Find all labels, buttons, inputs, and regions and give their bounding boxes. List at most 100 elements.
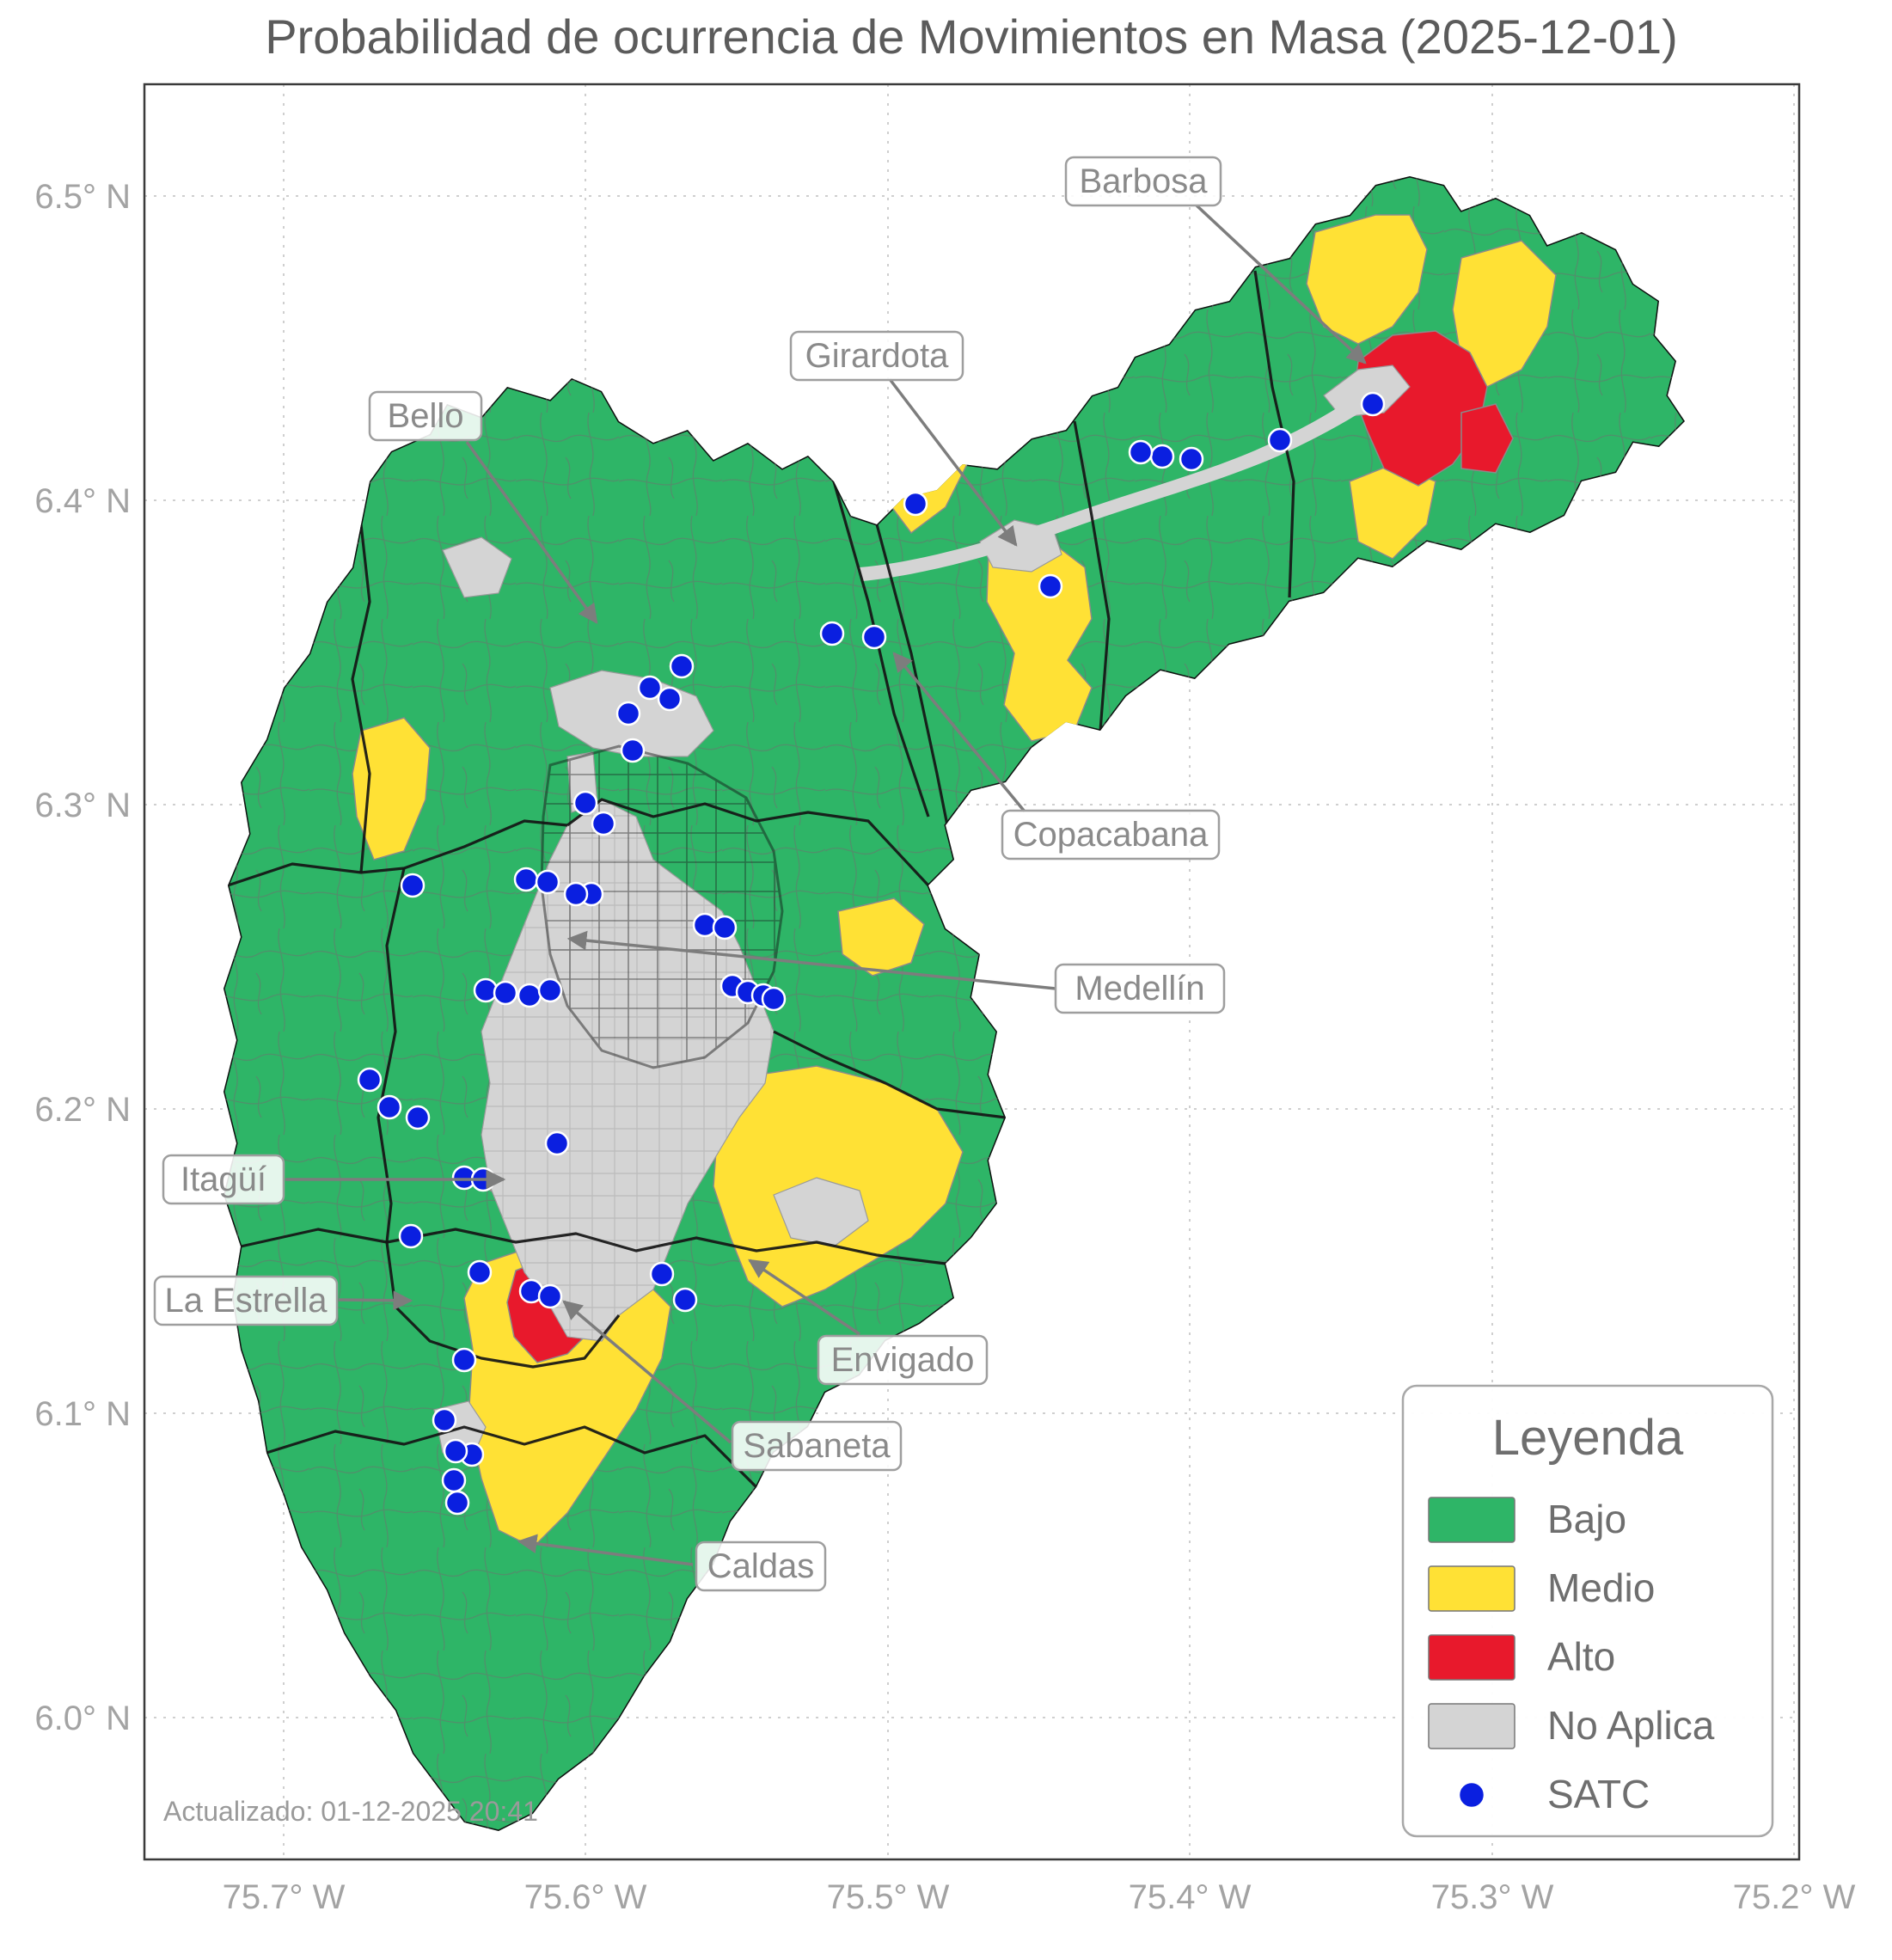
annotation-caldas: Caldas	[517, 1534, 827, 1592]
svg-text:Girardota: Girardota	[805, 337, 949, 375]
svg-text:Sabaneta: Sabaneta	[743, 1427, 891, 1465]
svg-text:No Aplica: No Aplica	[1547, 1703, 1715, 1748]
plot-frame	[143, 83, 1801, 1861]
satc-point	[537, 977, 563, 1003]
satc-point	[398, 1223, 424, 1249]
satc-point	[357, 1067, 383, 1093]
satc-point	[563, 881, 589, 907]
annotation-la-estrella: La Estrella	[153, 1275, 413, 1326]
satc-point	[615, 701, 641, 726]
svg-text:Medellín: Medellín	[1075, 970, 1204, 1008]
y-tick: 6.3° N	[34, 787, 131, 824]
annotation-box	[731, 1420, 903, 1472]
annotation-box	[368, 390, 483, 442]
satc-point	[1149, 444, 1175, 469]
satc-point	[819, 621, 845, 646]
legend-title: Leyenda	[1492, 1410, 1684, 1466]
satc-point	[544, 1130, 570, 1156]
satc-point	[1179, 446, 1204, 472]
svg-text:Bello: Bello	[388, 397, 464, 435]
svg-text:Medio: Medio	[1547, 1565, 1655, 1610]
satc-point	[1267, 427, 1293, 453]
legend-item-medio: Medio	[1428, 1565, 1655, 1612]
updated-timestamp: Actualizado: 01-12-2025 20:41	[163, 1796, 538, 1827]
x-tick: 75.7° W	[223, 1878, 346, 1916]
svg-text:Itagüí: Itagüí	[181, 1161, 266, 1198]
svg-text:Barbosa: Barbosa	[1080, 162, 1209, 200]
satc-point	[451, 1347, 477, 1373]
annotation-box	[1054, 963, 1226, 1014]
satc-point	[669, 653, 695, 679]
legend-swatch-no-aplica	[1428, 1703, 1515, 1749]
satc-point	[712, 915, 738, 940]
annotation-box	[162, 1154, 285, 1205]
x-tick: 75.6° W	[524, 1878, 647, 1916]
satc-point	[377, 1094, 402, 1120]
x-axis-ticks: 75.7° W 75.6° W 75.5° W 75.4° W 75.3° W …	[223, 1878, 1856, 1916]
satc-point	[535, 869, 560, 895]
annotation-box	[789, 330, 964, 382]
svg-text:Bajo: Bajo	[1547, 1497, 1626, 1541]
satc-point	[537, 1283, 563, 1309]
y-tick: 6.2° N	[34, 1091, 131, 1129]
satc-point	[761, 986, 787, 1012]
satc-point	[591, 811, 616, 836]
annotation-medellin: Medellín	[566, 930, 1226, 1014]
satc-point	[400, 873, 426, 898]
y-tick: 6.1° N	[34, 1395, 131, 1433]
satc-point	[1038, 573, 1063, 599]
y-tick: 6.4° N	[34, 482, 131, 520]
y-axis-ticks: 6.5° N 6.4° N 6.3° N 6.2° N 6.1° N 6.0° …	[34, 178, 131, 1737]
satc-points-layer	[357, 391, 1386, 1516]
x-tick: 75.4° W	[1129, 1878, 1252, 1916]
y-tick: 6.5° N	[34, 178, 131, 216]
satc-point	[649, 1261, 675, 1287]
annotation-box	[695, 1540, 827, 1592]
annotation-itagui: Itagüí	[162, 1154, 506, 1205]
annotation-girardota: Girardota	[789, 330, 1018, 547]
annotation-envigado: Envigado	[748, 1259, 989, 1386]
satc-point	[405, 1105, 431, 1130]
satc-point	[1360, 391, 1386, 417]
x-tick: 75.2° W	[1733, 1878, 1856, 1916]
annotation-box	[153, 1275, 339, 1326]
x-tick: 75.3° W	[1431, 1878, 1554, 1916]
annotation-bello: Bello	[368, 390, 598, 624]
svg-text:Alto: Alto	[1547, 1634, 1615, 1679]
legend-item-satc: SATC	[1457, 1772, 1650, 1816]
satc-point	[432, 1407, 457, 1433]
legend-item-no-aplica: No Aplica	[1428, 1703, 1715, 1749]
x-tick: 75.5° W	[827, 1878, 950, 1916]
annotation-box	[1064, 156, 1222, 207]
page-title: Probabilidad de ocurrencia de Movimiento…	[265, 9, 1678, 64]
svg-text:Copacabana: Copacabana	[1013, 816, 1209, 854]
satc-point	[513, 867, 539, 892]
satc-point	[637, 675, 663, 701]
municipal-boundaries	[227, 270, 1295, 1489]
satc-point	[441, 1467, 467, 1493]
satc-point	[657, 686, 683, 712]
legend-item-alto: Alto	[1428, 1634, 1615, 1681]
annotation-barbosa: Barbosa	[1064, 156, 1367, 364]
satc-point	[903, 491, 928, 517]
satc-point	[620, 738, 646, 763]
legend-swatch-medio	[1428, 1565, 1515, 1612]
satc-point	[493, 980, 518, 1006]
legend-swatch-bajo	[1428, 1497, 1515, 1543]
satc-point	[467, 1259, 493, 1285]
satc-point	[861, 624, 887, 650]
legend: Leyenda Bajo Medio Alto No Aplica SATC	[1401, 1384, 1774, 1838]
legend-swatch-alto	[1428, 1634, 1515, 1681]
svg-text:Caldas: Caldas	[707, 1547, 815, 1585]
svg-text:SATC: SATC	[1547, 1772, 1650, 1816]
satc-point	[443, 1438, 468, 1464]
satc-point	[1128, 439, 1154, 465]
satc-point	[444, 1490, 470, 1516]
y-tick: 6.0° N	[34, 1700, 131, 1737]
annotation-copacabana: Copacabana	[892, 652, 1221, 861]
legend-item-bajo: Bajo	[1428, 1497, 1626, 1543]
svg-text:Envigado: Envigado	[831, 1341, 975, 1379]
annotations-layer: Barbosa Girardota Bello Copacabana Medel…	[153, 156, 1367, 1592]
